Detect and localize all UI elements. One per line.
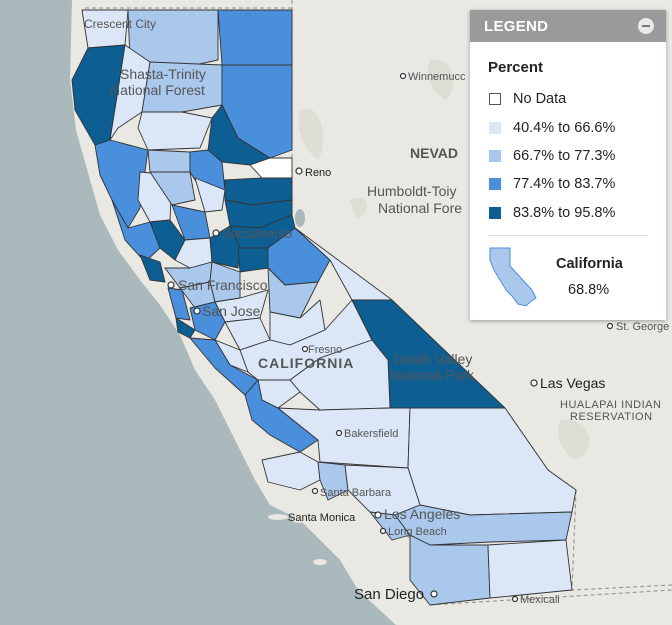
county-imperial[interactable] bbox=[487, 539, 573, 599]
legend-header: LEGEND bbox=[470, 10, 666, 42]
label-shasta-2: National Forest bbox=[110, 82, 205, 98]
label-humboldt-1: Humboldt-Toiy bbox=[367, 183, 456, 199]
city-markers bbox=[167, 72, 614, 603]
label-sacramento: Sacramento bbox=[222, 226, 292, 241]
county-sierra[interactable] bbox=[249, 157, 293, 179]
label-long-beach: Long Beach bbox=[388, 526, 447, 538]
california-shape-icon bbox=[489, 247, 537, 307]
state-name: California bbox=[556, 256, 623, 272]
lake-tahoe bbox=[295, 209, 305, 227]
label-bakersfield: Bakersfield bbox=[344, 428, 398, 440]
legend-swatch-bin4 bbox=[489, 207, 501, 219]
california-counties[interactable] bbox=[71, 9, 577, 606]
city-dot-las-vegas bbox=[530, 379, 538, 387]
city-dot-san-francisco bbox=[167, 281, 175, 289]
legend-panel: LEGEND Percent No Data 40.4% to 66.6% 66… bbox=[470, 10, 666, 320]
label-st-george: St. George bbox=[616, 321, 669, 333]
legend-subtitle: Percent bbox=[488, 59, 544, 76]
county-ventura[interactable] bbox=[317, 461, 349, 501]
county-tulare[interactable] bbox=[289, 339, 391, 411]
county-colusa[interactable] bbox=[149, 171, 196, 206]
label-mexicali: Mexicali bbox=[520, 594, 560, 606]
map-labels: Crescent City Shasta-Trinity National Fo… bbox=[84, 17, 669, 606]
city-dot-los-angeles bbox=[374, 511, 382, 519]
city-dot-santa-barbara bbox=[311, 487, 319, 495]
county-modoc[interactable] bbox=[217, 9, 293, 66]
city-dot-winnemucca bbox=[399, 72, 407, 80]
legend-swatch-bin1 bbox=[489, 122, 501, 134]
city-dot-bakersfield bbox=[335, 429, 343, 437]
city-dot-sacramento bbox=[212, 229, 220, 237]
city-dot-st-george bbox=[606, 322, 614, 330]
label-death-valley-1: Death Valley bbox=[394, 351, 472, 367]
city-dot-mexicali bbox=[511, 595, 519, 603]
legend-item-label: 77.4% to 83.7% bbox=[513, 176, 616, 192]
label-los-angeles: Los Angeles bbox=[384, 506, 460, 522]
label-nevada: NEVAD bbox=[410, 145, 458, 161]
channel-islands bbox=[268, 514, 360, 577]
county-tehama[interactable] bbox=[137, 111, 213, 151]
legend-swatch-bin3 bbox=[489, 178, 501, 190]
county-mariposa[interactable] bbox=[267, 267, 319, 319]
city-dot-san-diego bbox=[430, 590, 438, 598]
label-hualapai-1: HUALAPAI INDIAN bbox=[560, 399, 661, 411]
city-dot-san-jose bbox=[193, 307, 201, 315]
label-california: CALIFORNIA bbox=[258, 355, 354, 371]
label-hualapai-2: RESERVATION bbox=[570, 411, 653, 423]
label-shasta-1: Shasta-Trinity bbox=[120, 66, 206, 82]
label-winnemucca: Winnemucc bbox=[408, 71, 466, 83]
legend-title: LEGEND bbox=[484, 18, 549, 35]
city-dot-reno bbox=[295, 167, 303, 175]
county-marin[interactable] bbox=[139, 254, 166, 283]
label-santa-monica: Santa Monica bbox=[288, 512, 356, 524]
label-santa-barbara: Santa Barbara bbox=[320, 487, 392, 499]
city-dot-fresno bbox=[301, 345, 309, 353]
county-san-mateo[interactable] bbox=[167, 287, 191, 321]
legend-divider bbox=[488, 235, 648, 236]
city-dot-long-beach bbox=[379, 527, 387, 535]
label-crescent-city: Crescent City bbox=[84, 17, 156, 31]
label-san-jose: San Jose bbox=[202, 303, 261, 319]
legend-item-label: 83.8% to 95.8% bbox=[513, 205, 616, 221]
label-san-francisco: San Francisco bbox=[178, 277, 268, 293]
legend-swatch-no-data bbox=[489, 93, 501, 105]
label-reno: Reno bbox=[305, 167, 331, 179]
state-value: 68.8% bbox=[568, 282, 610, 298]
legend-item-label: 40.4% to 66.6% bbox=[513, 120, 616, 136]
county-mendocino[interactable] bbox=[94, 139, 149, 229]
label-fresno: Fresno bbox=[308, 344, 342, 356]
county-yuba[interactable] bbox=[194, 177, 226, 213]
label-death-valley-2: National Park bbox=[390, 367, 475, 383]
label-humboldt-2: National Fore bbox=[378, 200, 462, 216]
county-glenn[interactable] bbox=[147, 149, 191, 173]
legend-item-label: No Data bbox=[513, 91, 567, 107]
collapse-icon[interactable] bbox=[638, 18, 654, 34]
legend-item-label: 66.7% to 77.3% bbox=[513, 148, 616, 164]
label-san-diego: San Diego bbox=[354, 586, 424, 603]
label-las-vegas: Las Vegas bbox=[540, 375, 605, 391]
county-shasta[interactable] bbox=[141, 61, 223, 113]
legend-swatch-bin2 bbox=[489, 150, 501, 162]
